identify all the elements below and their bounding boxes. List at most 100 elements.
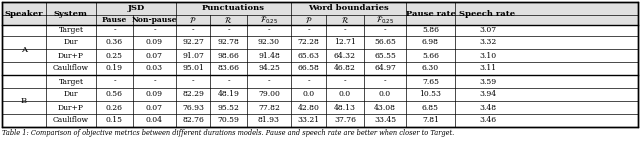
Text: A: A <box>21 46 27 54</box>
Text: $\mathcal{F}_{0.25}$: $\mathcal{F}_{0.25}$ <box>376 14 394 26</box>
Bar <box>2 2 638 25</box>
Text: Table 1: Comparison of objective metrics between different durations models. Pau: Table 1: Comparison of objective metrics… <box>2 129 454 137</box>
Text: 91.48: 91.48 <box>258 51 280 60</box>
Text: 0.09: 0.09 <box>146 91 163 98</box>
Text: -: - <box>153 78 156 86</box>
Bar <box>2 2 638 127</box>
Text: $\mathcal{P}$: $\mathcal{P}$ <box>305 15 312 25</box>
Text: -: - <box>192 27 195 35</box>
Text: 5.66: 5.66 <box>422 51 439 60</box>
Text: 79.00: 79.00 <box>258 91 280 98</box>
Text: 0.26: 0.26 <box>106 104 123 111</box>
Text: 98.66: 98.66 <box>218 51 239 60</box>
Text: -: - <box>113 78 116 86</box>
Text: 65.55: 65.55 <box>374 51 396 60</box>
Text: Cauliflow: Cauliflow <box>53 64 89 73</box>
Text: 0.07: 0.07 <box>146 104 163 111</box>
Text: 3.11: 3.11 <box>479 64 496 73</box>
Text: Word boundaries: Word boundaries <box>308 4 389 13</box>
Bar <box>2 2 638 127</box>
Text: Pause: Pause <box>102 16 127 24</box>
Text: -: - <box>344 78 346 86</box>
Text: 77.82: 77.82 <box>258 104 280 111</box>
Text: 56.65: 56.65 <box>374 38 396 46</box>
Text: -: - <box>268 78 270 86</box>
Text: 82.76: 82.76 <box>182 117 204 124</box>
Text: 3.10: 3.10 <box>479 51 496 60</box>
Text: Speech rate: Speech rate <box>460 9 516 18</box>
Text: 3.46: 3.46 <box>479 117 496 124</box>
Text: 43.08: 43.08 <box>374 104 396 111</box>
Text: 0.25: 0.25 <box>106 51 123 60</box>
Text: 3.07: 3.07 <box>479 27 496 35</box>
Text: Punctuations: Punctuations <box>202 4 265 13</box>
Text: Speaker: Speaker <box>4 9 44 18</box>
Text: 5.86: 5.86 <box>422 27 439 35</box>
Text: 3.48: 3.48 <box>479 104 496 111</box>
Text: 37.76: 37.76 <box>334 117 356 124</box>
Text: 48.13: 48.13 <box>334 104 356 111</box>
Text: 81.93: 81.93 <box>258 117 280 124</box>
Text: 92.30: 92.30 <box>258 38 280 46</box>
Text: 64.32: 64.32 <box>334 51 356 60</box>
Text: 0.07: 0.07 <box>146 51 163 60</box>
Text: $\mathcal{F}_{0.25}$: $\mathcal{F}_{0.25}$ <box>260 14 278 26</box>
Text: Cauliflow: Cauliflow <box>53 117 89 124</box>
Text: 0.09: 0.09 <box>146 38 163 46</box>
Text: -: - <box>227 27 230 35</box>
Text: 95.01: 95.01 <box>182 64 204 73</box>
Text: Dur: Dur <box>64 91 78 98</box>
Text: 64.97: 64.97 <box>374 64 396 73</box>
Text: Pause rate: Pause rate <box>406 9 456 18</box>
Text: -: - <box>153 27 156 35</box>
Text: 0.04: 0.04 <box>146 117 163 124</box>
Text: 6.98: 6.98 <box>422 38 439 46</box>
Text: Dur+P: Dur+P <box>58 104 84 111</box>
Text: $\mathcal{P}$: $\mathcal{P}$ <box>189 15 196 25</box>
Text: 3.59: 3.59 <box>479 78 496 86</box>
Text: 48.19: 48.19 <box>218 91 239 98</box>
Text: JSD: JSD <box>127 4 145 13</box>
Text: 3.32: 3.32 <box>479 38 496 46</box>
Text: Target: Target <box>58 78 83 86</box>
Text: System: System <box>54 9 88 18</box>
Text: 72.28: 72.28 <box>298 38 319 46</box>
Text: 3.94: 3.94 <box>479 91 496 98</box>
Text: 0.19: 0.19 <box>106 64 123 73</box>
Text: 33.21: 33.21 <box>298 117 319 124</box>
Text: 91.07: 91.07 <box>182 51 204 60</box>
Text: -: - <box>268 27 270 35</box>
Text: 76.93: 76.93 <box>182 104 204 111</box>
Text: 65.63: 65.63 <box>298 51 319 60</box>
Text: -: - <box>384 78 387 86</box>
Text: -: - <box>344 27 346 35</box>
Text: 33.45: 33.45 <box>374 117 396 124</box>
Text: 0.03: 0.03 <box>146 64 163 73</box>
Text: Non-pause: Non-pause <box>132 16 177 24</box>
Text: 46.82: 46.82 <box>334 64 356 73</box>
Text: -: - <box>384 27 387 35</box>
Text: -: - <box>227 78 230 86</box>
Text: 92.78: 92.78 <box>218 38 239 46</box>
Text: B: B <box>21 97 27 105</box>
Text: 0.15: 0.15 <box>106 117 123 124</box>
Text: 94.25: 94.25 <box>258 64 280 73</box>
Text: 0.36: 0.36 <box>106 38 123 46</box>
Text: -: - <box>307 78 310 86</box>
Text: 12.71: 12.71 <box>334 38 356 46</box>
Text: -: - <box>192 78 195 86</box>
Text: 7.65: 7.65 <box>422 78 439 86</box>
Text: 83.66: 83.66 <box>218 64 239 73</box>
Text: $\mathcal{R}$: $\mathcal{R}$ <box>225 15 232 25</box>
Text: Dur+P: Dur+P <box>58 51 84 60</box>
Text: 0.0: 0.0 <box>379 91 391 98</box>
Text: 0.0: 0.0 <box>339 91 351 98</box>
Text: 82.29: 82.29 <box>182 91 204 98</box>
Text: 95.52: 95.52 <box>218 104 239 111</box>
Text: 10.53: 10.53 <box>419 91 442 98</box>
Text: Target: Target <box>58 27 83 35</box>
Text: 7.81: 7.81 <box>422 117 439 124</box>
Text: Dur: Dur <box>64 38 78 46</box>
Text: -: - <box>113 27 116 35</box>
Text: 70.59: 70.59 <box>218 117 239 124</box>
